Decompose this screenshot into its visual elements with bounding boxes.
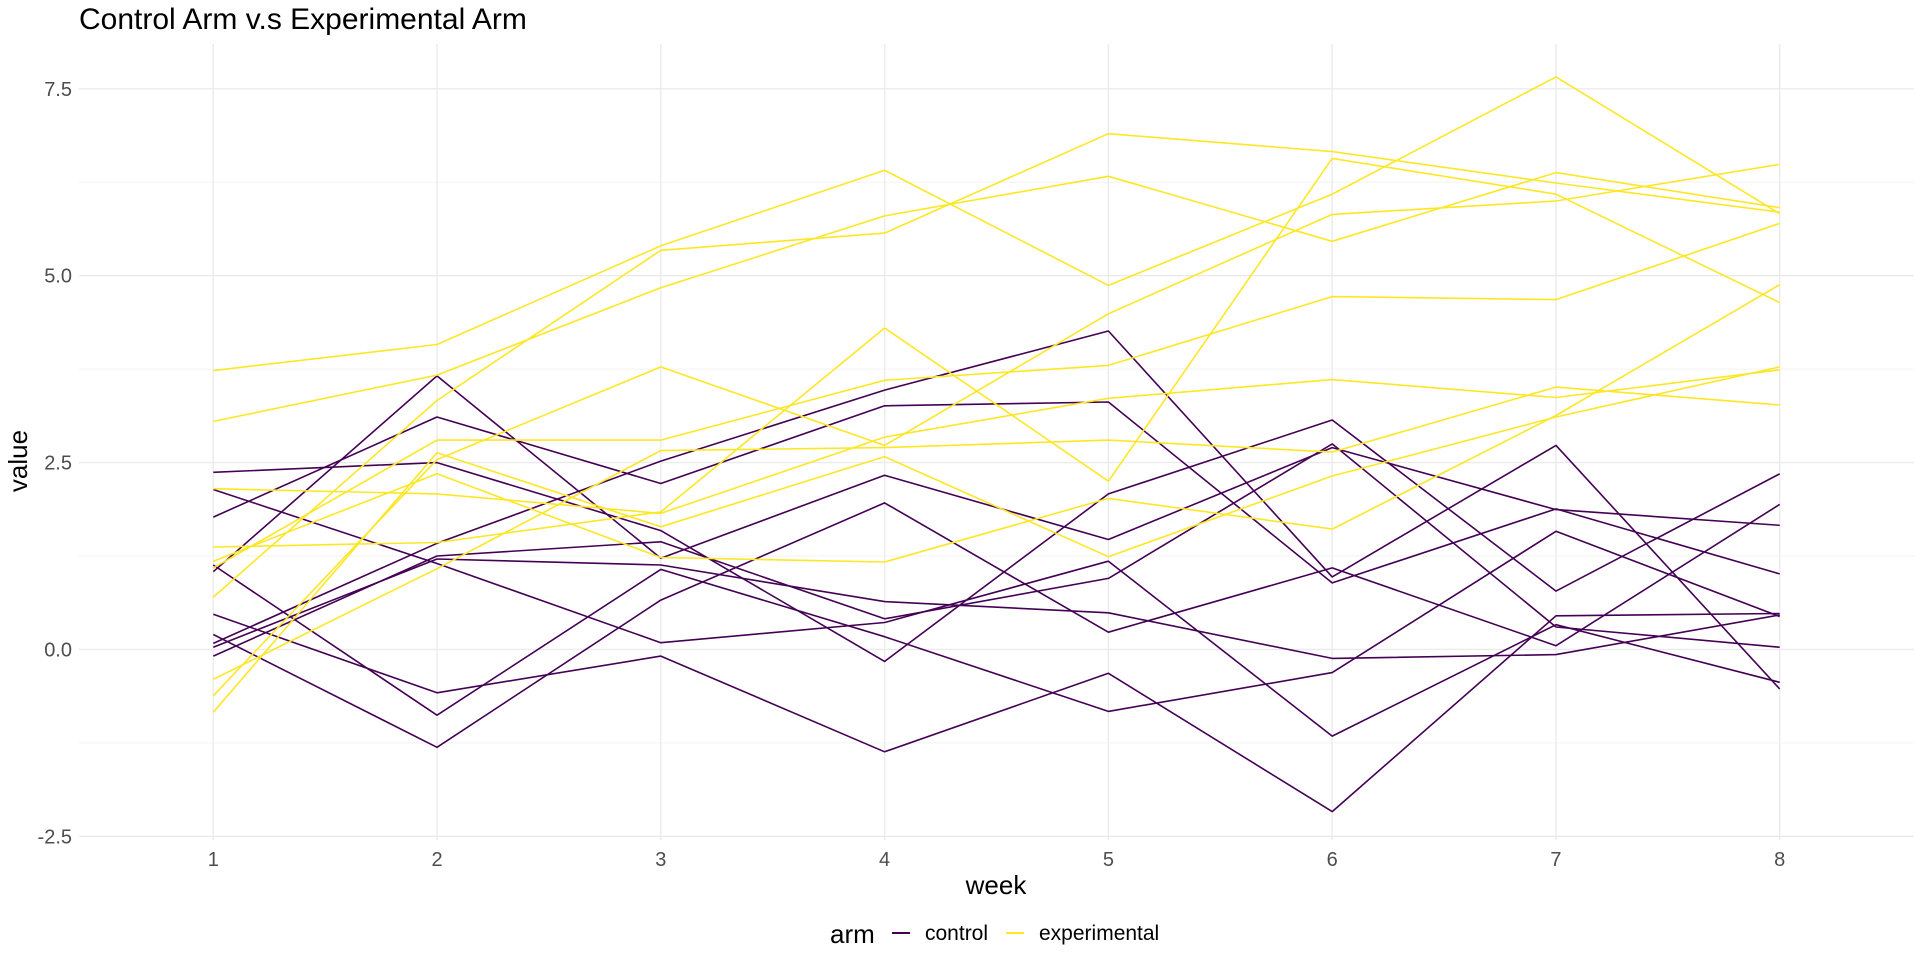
x-tick-label: 1	[208, 849, 219, 871]
legend-label-experimental: experimental	[1039, 922, 1159, 945]
legend: arm control experimental	[830, 919, 1159, 949]
chart-title: Control Arm v.s Experimental Arm	[79, 3, 527, 36]
series-line-experimental	[212, 222, 1780, 569]
series-line-experimental	[213, 284, 1781, 563]
x-axis-title: week	[965, 870, 1028, 900]
series-line-control	[213, 612, 1780, 813]
series-line-control	[213, 558, 1780, 660]
y-tick-label: 7.5	[44, 79, 72, 101]
series-line-experimental	[212, 163, 1780, 697]
x-tick-label: 5	[1103, 849, 1114, 871]
y-tick-label: 0.0	[44, 639, 72, 661]
series-line-control	[213, 419, 1781, 663]
series-line-control	[212, 330, 1781, 690]
grid-layer	[79, 44, 1914, 840]
y-tick-label: 2.5	[44, 453, 72, 475]
series-line-experimental	[213, 157, 1781, 548]
y-tick-label: 5.0	[44, 266, 72, 288]
legend-title: arm	[830, 919, 875, 949]
series-line-control	[213, 488, 1780, 737]
x-tick-label: 3	[655, 849, 666, 871]
x-tick-label: 4	[879, 849, 890, 871]
series-line-experimental	[213, 171, 1780, 423]
series-line-control	[212, 443, 1780, 657]
series-layer	[212, 76, 1781, 813]
series-line-experimental	[212, 386, 1780, 681]
series-line-control	[212, 502, 1781, 749]
series-line-experimental	[212, 366, 1780, 713]
y-axis-title: value	[3, 430, 33, 492]
x-tick-label: 7	[1550, 849, 1561, 871]
y-tick-label: -2.5	[38, 826, 72, 848]
series-line-experimental	[213, 76, 1781, 372]
x-tick-label: 2	[431, 849, 442, 871]
series-line-experimental	[213, 369, 1780, 515]
axis-layer: -2.5 0.0 2.5 5.0 7.5 1 2 3 4 5 6 7 8	[38, 79, 1786, 871]
series-line-control	[212, 530, 1780, 717]
legend-label-control: control	[925, 922, 988, 945]
x-tick-label: 8	[1774, 849, 1785, 871]
series-line-experimental	[212, 132, 1780, 598]
x-tick-label: 6	[1327, 849, 1338, 871]
